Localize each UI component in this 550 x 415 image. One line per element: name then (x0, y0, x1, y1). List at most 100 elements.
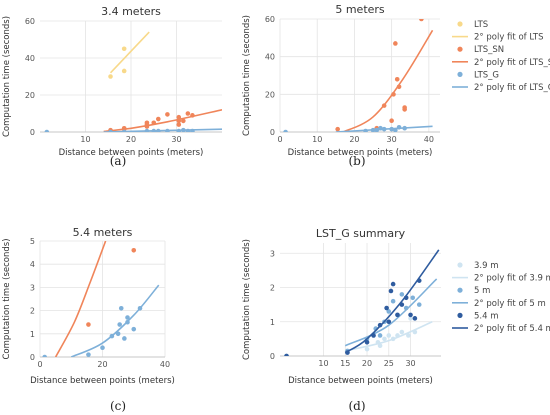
y-tick-label: 3 (270, 249, 275, 258)
data-point (412, 329, 418, 335)
x-tick-label: 0 (277, 135, 282, 144)
legend-marker (457, 262, 463, 268)
data-point (381, 126, 387, 132)
data-point (363, 128, 368, 132)
data-point (378, 125, 383, 131)
data-point (151, 128, 157, 132)
data-point (137, 305, 143, 311)
y-tick-label: 40 (25, 54, 35, 63)
data-point (403, 295, 409, 301)
x-tick-label: 30 (387, 135, 397, 144)
y-tick-label: 60 (25, 17, 35, 26)
data-point (419, 19, 424, 22)
legend-entry: LTS_G (457, 70, 499, 80)
data-point (384, 305, 389, 311)
y-tick-label: 5 (30, 237, 35, 246)
data-point (131, 247, 137, 253)
x-axis-label: Distance between points (meters) (59, 148, 204, 158)
x-tick-label: 10 (318, 359, 328, 368)
data-point (190, 113, 195, 118)
data-point (156, 128, 161, 132)
legend-marker (457, 287, 463, 293)
x-tick-label: 20 (97, 360, 107, 369)
data-point (144, 122, 150, 127)
y-tick-label: 20 (265, 90, 275, 99)
x-axis-label: Distance between points (meters) (288, 148, 433, 158)
legend-lower: 3.9 m 2° poly fit of 3.9 m 5 m 2° poly fit … (452, 261, 550, 334)
data-point (386, 333, 392, 338)
plot-area (44, 31, 222, 132)
data-point (408, 312, 413, 318)
panel-2: 0 1 2 3 4 5 0 20 40 5.4 meters Distance between po… (2, 226, 175, 413)
data-point (390, 298, 396, 304)
legend-entry: 2° poly fit of 5 m (452, 299, 546, 309)
data-point (395, 312, 400, 318)
panel-title: 5.4 meters (73, 226, 133, 239)
legend-label: 3.9 m (474, 261, 499, 271)
legend-entry: 2° poly fit of 3.9 m (452, 274, 550, 284)
data-point (396, 84, 402, 90)
data-point (86, 352, 91, 357)
data-point (396, 124, 402, 130)
data-point (403, 305, 409, 311)
data-point (410, 295, 416, 301)
data-point (394, 76, 400, 82)
data-point (176, 128, 182, 132)
y-tick-label: 0 (30, 128, 35, 137)
x-tick-label: 40 (160, 360, 170, 369)
data-point (416, 278, 422, 283)
x-tick-label: 0 (37, 360, 42, 369)
data-point (121, 68, 127, 74)
data-point (121, 46, 127, 52)
data-point (118, 305, 124, 311)
y-tick-label: 1 (270, 318, 275, 327)
data-point (391, 92, 396, 97)
data-point (390, 281, 396, 287)
legend-label: 2° poly fit of LTS_G (474, 83, 550, 93)
data-point (416, 302, 422, 307)
y-axis-label: Computation time (seconds) (242, 239, 252, 360)
data-point (176, 114, 182, 120)
panel-caption: (a) (110, 154, 127, 168)
legend-label: 2° poly fit of 5 m (474, 299, 546, 309)
panel-caption: (b) (348, 154, 365, 168)
panel-title: LST_G summary (316, 227, 406, 240)
data-point (377, 333, 383, 338)
data-point (100, 345, 105, 351)
fit-line-3-9-m (345, 321, 433, 352)
plot-area (42, 241, 160, 357)
data-point (345, 350, 350, 355)
legend-entry: 2° poly fit of LTS (452, 33, 544, 43)
fit-line-lts-sn (342, 29, 434, 132)
legend-marker (457, 46, 463, 52)
x-tick-label: 30 (405, 359, 415, 368)
data-point (393, 41, 398, 46)
fit-line-lts (109, 31, 150, 74)
data-point (375, 340, 381, 345)
legend-label: LTS (474, 20, 488, 30)
legend-entry: 2° poly fit of 5.4 m (452, 324, 550, 334)
legend-label: 2° poly fit of LTS (474, 33, 544, 43)
y-tick-label: 2 (30, 307, 35, 316)
y-tick-label: 20 (25, 91, 35, 100)
legend-label: LTS_G (474, 70, 499, 80)
x-tick-label: 20 (349, 135, 359, 144)
y-tick-label: 4 (30, 260, 35, 269)
data-point (176, 118, 182, 124)
legend-label: 5.4 m (474, 311, 499, 321)
panel-0: 0 20 40 60 10 20 30 3.4 meters Distance between … (2, 5, 222, 168)
data-point (121, 129, 127, 132)
data-point (399, 302, 405, 307)
data-point (335, 126, 340, 132)
data-point (125, 319, 130, 325)
data-point (364, 340, 370, 345)
data-point (408, 316, 413, 321)
y-axis-label: Computation time (seconds) (242, 15, 252, 136)
data-point (165, 112, 170, 117)
data-point (393, 127, 398, 132)
legend-entry: 3.9 m (457, 261, 499, 271)
y-tick-label: 0 (270, 352, 275, 361)
fit-line-lts-sn (54, 241, 107, 357)
data-point (390, 336, 396, 342)
